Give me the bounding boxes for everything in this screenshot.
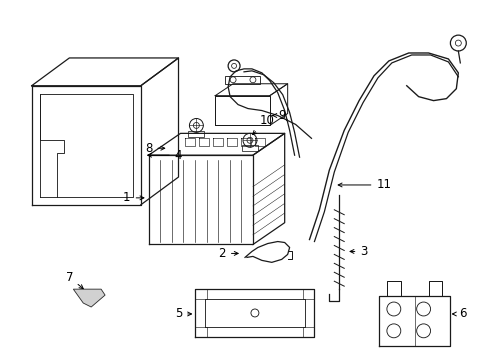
Bar: [302, 327, 314, 337]
Text: 9: 9: [272, 109, 285, 122]
Text: 2: 2: [218, 247, 238, 260]
Bar: [188, 131, 204, 137]
Bar: [302, 289, 314, 299]
Text: 1: 1: [123, 192, 143, 204]
Bar: [195, 289, 207, 299]
Text: 8: 8: [145, 142, 164, 155]
Text: 7: 7: [65, 271, 83, 289]
Bar: [195, 327, 207, 337]
Bar: [224, 76, 259, 84]
Bar: [242, 145, 257, 151]
Text: 6: 6: [451, 307, 466, 320]
Text: 3: 3: [349, 245, 367, 258]
Polygon shape: [73, 289, 105, 307]
Text: 10: 10: [252, 114, 274, 135]
Text: 4: 4: [147, 149, 182, 162]
Text: 5: 5: [175, 307, 191, 320]
Text: 11: 11: [338, 179, 390, 192]
